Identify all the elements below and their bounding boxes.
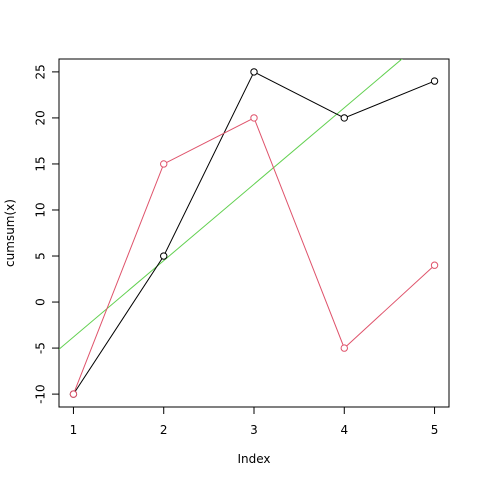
y-axis-label: cumsum(x) bbox=[3, 199, 17, 267]
plot-box bbox=[58, 58, 450, 408]
x-tick-label: 1 bbox=[70, 423, 78, 437]
point bbox=[340, 114, 348, 122]
series-line bbox=[72, 117, 435, 395]
y-tick-label: 10 bbox=[34, 202, 48, 217]
point bbox=[250, 68, 258, 76]
x-tick-label: 5 bbox=[431, 423, 439, 437]
y-tick-label: 15 bbox=[34, 156, 48, 171]
plot-area bbox=[59, 59, 439, 398]
point bbox=[250, 114, 258, 122]
y-tick-label: 0 bbox=[34, 298, 48, 306]
x-axis-label: Index bbox=[237, 452, 270, 466]
y-tick-label: -5 bbox=[34, 342, 48, 354]
point bbox=[69, 390, 78, 398]
y-tick-label: 20 bbox=[34, 110, 48, 125]
x-tick-label: 2 bbox=[160, 423, 168, 437]
x-tick-label: 4 bbox=[340, 423, 348, 437]
y-tick-label: 25 bbox=[34, 64, 48, 79]
y-tick-label: -10 bbox=[34, 384, 48, 404]
y-tick-label: 5 bbox=[34, 252, 48, 260]
fit-line bbox=[59, 59, 403, 350]
x-tick-label: 3 bbox=[250, 423, 258, 437]
point bbox=[340, 344, 348, 352]
point bbox=[430, 261, 439, 269]
point bbox=[430, 77, 439, 85]
point bbox=[160, 160, 168, 168]
point bbox=[160, 252, 168, 260]
